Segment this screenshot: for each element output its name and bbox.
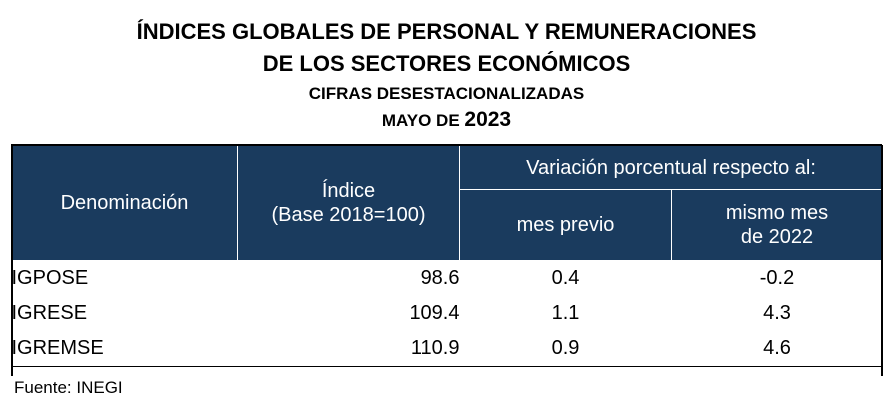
table-border-left (11, 145, 13, 376)
period: MAYO DE 2023 (0, 108, 893, 132)
table-border-right (881, 145, 883, 376)
cell-name: IGREMSE (11, 331, 238, 367)
table-border-top (11, 144, 882, 146)
header-indice: Índice (Base 2018=100) (237, 145, 460, 261)
cell-index: 110.9 (237, 331, 460, 367)
header-indice-base: (Base 2018=100) (271, 204, 426, 226)
table-row: IGREMSE 110.9 0.9 4.6 (11, 331, 883, 367)
cell-year: 4.6 (671, 331, 883, 367)
period-year: 2023 (464, 108, 512, 131)
header-mes-previo: mes previo (459, 189, 672, 261)
header-mismo-mes-line2: de 2022 (740, 226, 814, 248)
cell-year: 4.3 (763, 302, 791, 324)
table-row: IGPOSE 98.6 0.4 -0.2 (12, 261, 883, 297)
source-note: Fuente: INEGI (14, 378, 123, 397)
title-block: ÍNDICES GLOBALES DE PERSONAL Y REMUNERAC… (0, 18, 893, 132)
cell-prev: 0.4 (551, 267, 580, 289)
cell-name: IGRESE (11, 302, 88, 324)
cell-index: 109.4 (409, 302, 460, 324)
indices-table: Denominación Índice (Base 2018=100) Vari… (11, 145, 884, 367)
subtitle: CIFRAS DESESTACIONALIZADAS (308, 84, 585, 103)
title-line-1: ÍNDICES GLOBALES DE PERSONAL Y REMUNERAC… (136, 19, 757, 44)
cell-prev: 0.9 (459, 331, 672, 367)
header-mismo-mes: mismo mes de 2022 (670, 189, 884, 261)
cell-prev: 1.1 (551, 302, 580, 324)
title-line-2: DE LOS SECTORES ECONÓMICOS (262, 51, 631, 76)
cell-year: -0.2 (759, 267, 795, 289)
table-row: IGRESE 109.4 1.1 4.3 (12, 296, 883, 331)
cell-index: 98.6 (420, 267, 460, 289)
cell-name: IGPOSE (11, 267, 89, 289)
period-label: MAYO DE (381, 111, 460, 130)
header-mismo-mes-line1: mismo mes (725, 202, 829, 224)
header-denominacion: Denominación (11, 145, 238, 261)
header-indice-label: Índice (321, 180, 376, 202)
header-variacion: Variación porcentual respecto al: (458, 145, 884, 190)
